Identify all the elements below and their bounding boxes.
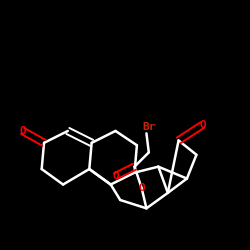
Text: O: O: [199, 120, 206, 130]
Text: O: O: [138, 183, 145, 193]
Text: O: O: [112, 171, 119, 181]
Text: Br: Br: [142, 122, 156, 132]
Text: O: O: [19, 126, 26, 136]
